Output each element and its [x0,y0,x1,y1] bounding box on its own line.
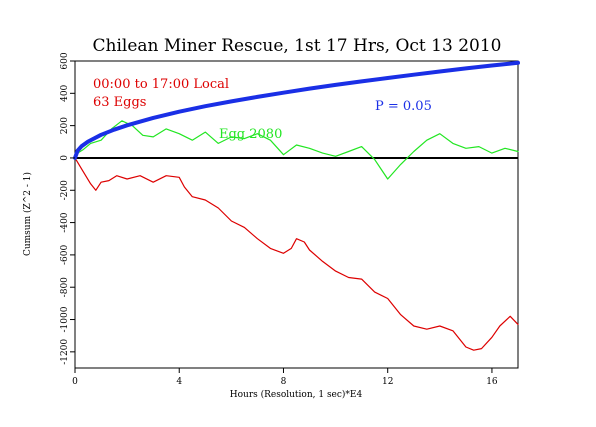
x-axis: 0 4 8 12 16 [72,368,498,387]
y-axis: 600 400 200 0 -200 -400 -600 -800 -1000 -1200 [60,52,75,365]
annotation-egg-label: Egg 2080 [219,127,282,142]
y-tick-label: -600 [60,245,70,265]
y-tick-label: 600 [60,52,70,69]
x-tick-label: 8 [281,377,287,387]
y-tick-label: -200 [60,180,70,200]
x-axis-label: Hours (Resolution, 1 sec)*E4 [230,389,363,400]
y-tick-label: -800 [60,277,70,297]
series-line-probability [73,60,520,160]
annotation-probability: P = 0.05 [375,99,432,114]
x-tick-label: 4 [176,377,182,387]
annotation-egg-count: 63 Eggs [93,95,146,110]
plot-border [74,60,519,369]
y-tick-label: 0 [60,155,70,161]
x-tick-label: 12 [382,377,393,387]
plot-area [73,60,520,369]
y-tick-label: 200 [60,117,70,134]
y-tick-label: -400 [60,212,70,232]
y-tick-label: -1000 [60,306,70,332]
x-tick-label: 16 [486,377,498,387]
series-line-cumsum [74,157,519,351]
x-tick-label: 0 [72,377,78,387]
annotation-time-range: 00:00 to 17:00 Local [93,77,229,92]
series-layer [73,60,520,351]
y-tick-label: -1200 [60,339,70,365]
chart-title: Chilean Miner Rescue, 1st 17 Hrs, Oct 13… [93,36,502,56]
y-tick-label: 400 [60,84,70,101]
y-axis-label: Cumsum (Z^2 - 1) [22,172,33,256]
